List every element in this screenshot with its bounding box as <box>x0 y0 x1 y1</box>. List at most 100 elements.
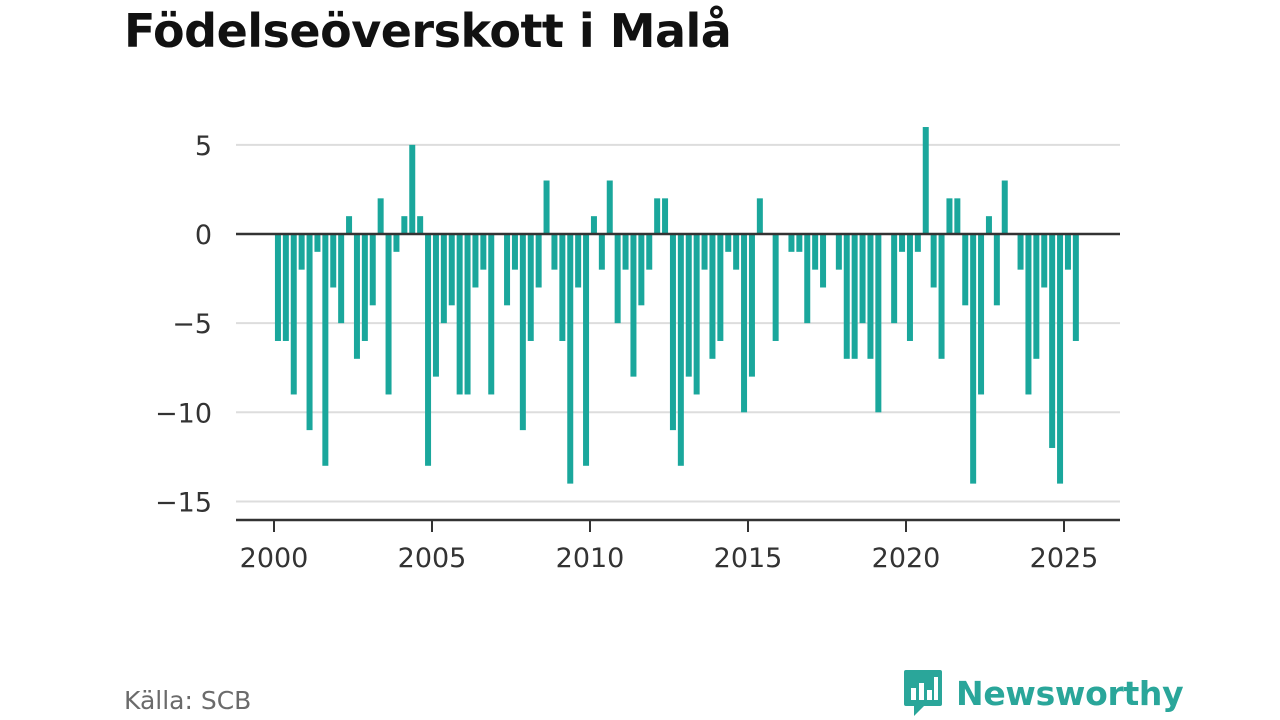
bar <box>385 234 392 395</box>
bar <box>290 234 297 395</box>
bar <box>448 234 455 306</box>
bar <box>425 234 432 466</box>
bar <box>662 198 669 234</box>
brand-logo: Newsworthy <box>902 668 1184 718</box>
y-tick-label: −15 <box>155 487 212 518</box>
x-tick-label: 2020 <box>872 543 941 574</box>
bar <box>1072 234 1079 341</box>
y-tick-label: −10 <box>155 398 212 429</box>
bar <box>456 234 463 395</box>
bar <box>583 234 590 466</box>
bar <box>938 234 945 359</box>
bar <box>417 216 424 234</box>
y-tick-label: 0 <box>195 220 212 251</box>
bar <box>756 198 763 234</box>
bar <box>504 234 511 306</box>
bar <box>701 234 708 270</box>
bar <box>717 234 724 341</box>
bar <box>480 234 487 270</box>
bar <box>1041 234 1048 288</box>
bar <box>954 198 961 234</box>
x-tick-label: 2005 <box>398 543 467 574</box>
bar <box>930 234 937 288</box>
bar <box>914 234 921 252</box>
bar <box>590 216 597 234</box>
bar <box>622 234 629 270</box>
bar <box>614 234 621 324</box>
bar <box>527 234 534 341</box>
bar <box>551 234 558 270</box>
bar <box>946 198 953 234</box>
bar <box>1057 234 1064 484</box>
bar <box>978 234 985 395</box>
bar <box>748 234 755 377</box>
bar <box>330 234 337 288</box>
bars <box>274 127 1079 484</box>
bar <box>867 234 874 359</box>
bar <box>804 234 811 324</box>
bar <box>606 180 613 234</box>
bar <box>646 234 653 270</box>
bar <box>488 234 495 395</box>
tick-labels: 5 0 −5 −10 −15 2000 2005 2010 2015 2020 2025 <box>155 131 1098 574</box>
y-tick-label: 5 <box>195 131 212 162</box>
source-note: Källa: SCB <box>124 686 252 715</box>
bar <box>1049 234 1056 448</box>
chart-title: Födelseöverskott i Malå <box>124 4 732 58</box>
bar <box>377 198 384 234</box>
bar <box>409 144 416 234</box>
bar <box>598 234 605 270</box>
bar <box>685 234 692 377</box>
bar <box>638 234 645 306</box>
axes <box>236 232 1120 532</box>
bar <box>693 234 700 395</box>
bar <box>472 234 479 288</box>
bar <box>314 234 321 252</box>
bar <box>970 234 977 484</box>
bar <box>464 234 471 395</box>
bar <box>567 234 574 484</box>
bar <box>796 234 803 252</box>
bar <box>962 234 969 306</box>
brand-name: Newsworthy <box>956 673 1184 713</box>
bar <box>891 234 898 324</box>
bar <box>630 234 637 377</box>
bar <box>725 234 732 252</box>
x-tick-label: 2015 <box>714 543 783 574</box>
bar <box>906 234 913 341</box>
bar <box>922 127 929 234</box>
bar <box>519 234 526 431</box>
bar <box>812 234 819 270</box>
bar <box>1001 180 1008 234</box>
bar <box>353 234 360 359</box>
bar <box>282 234 289 341</box>
bar <box>535 234 542 288</box>
bar <box>669 234 676 431</box>
bar <box>875 234 882 413</box>
bar <box>511 234 518 270</box>
bar <box>306 234 313 431</box>
y-tick-label: −5 <box>172 309 212 340</box>
bar <box>835 234 842 270</box>
bar <box>369 234 376 306</box>
x-tick-label: 2010 <box>556 543 625 574</box>
bar <box>772 234 779 341</box>
bar <box>1033 234 1040 359</box>
bar <box>677 234 684 466</box>
x-tick-label: 2025 <box>1030 543 1099 574</box>
bar <box>1017 234 1024 270</box>
newsworthy-logo-icon <box>904 670 942 716</box>
bar <box>440 234 447 324</box>
bar <box>741 234 748 413</box>
bar <box>401 216 408 234</box>
bar <box>575 234 582 288</box>
bar <box>322 234 329 466</box>
bar <box>338 234 345 324</box>
bar <box>733 234 740 270</box>
bar <box>788 234 795 252</box>
bar <box>899 234 906 252</box>
bar <box>709 234 716 359</box>
bar <box>361 234 368 341</box>
bar <box>851 234 858 359</box>
